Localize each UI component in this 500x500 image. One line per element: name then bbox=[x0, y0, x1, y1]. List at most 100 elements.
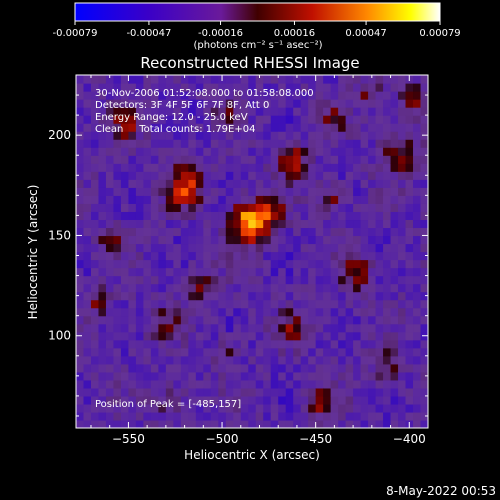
heatmap-cell bbox=[98, 147, 107, 156]
heatmap-cell bbox=[270, 179, 279, 188]
heatmap-cell bbox=[233, 123, 242, 132]
heatmap-cell bbox=[76, 259, 85, 269]
heatmap-cell bbox=[120, 387, 130, 397]
heatmap-cell bbox=[143, 251, 152, 261]
heatmap-cell bbox=[83, 123, 92, 132]
heatmap-cell bbox=[308, 331, 317, 341]
heatmap-cell bbox=[150, 363, 159, 373]
heatmap-cell bbox=[383, 227, 392, 237]
heatmap-cell bbox=[315, 379, 324, 389]
heatmap-cell bbox=[158, 187, 167, 196]
heatmap-cell bbox=[120, 227, 130, 237]
heatmap-cell bbox=[210, 395, 219, 405]
heatmap-cell bbox=[278, 179, 287, 188]
heatmap-cell bbox=[240, 283, 249, 293]
heatmap-cell bbox=[270, 275, 279, 285]
heatmap-cell bbox=[248, 355, 257, 365]
heatmap-cell bbox=[128, 299, 137, 309]
heatmap-cell bbox=[405, 363, 414, 373]
heatmap-cell bbox=[375, 379, 384, 389]
heatmap-cell bbox=[338, 163, 347, 172]
heatmap-cell bbox=[105, 83, 115, 92]
heatmap-cell bbox=[285, 371, 294, 381]
heatmap-cell bbox=[105, 75, 115, 84]
heatmap-cell bbox=[98, 107, 107, 116]
heatmap-cell bbox=[135, 139, 144, 148]
heatmap-cell bbox=[375, 267, 384, 277]
heatmap-cell bbox=[323, 267, 332, 277]
heatmap-cell bbox=[353, 307, 362, 317]
heatmap-cell bbox=[233, 91, 242, 100]
heatmap-cell bbox=[383, 275, 392, 285]
heatmap-cell bbox=[345, 379, 354, 389]
heatmap-cell bbox=[255, 355, 264, 365]
heatmap-cell bbox=[120, 235, 130, 245]
heatmap-cell bbox=[98, 195, 107, 204]
heatmap-cell bbox=[180, 83, 189, 92]
heatmap-cell bbox=[150, 259, 159, 269]
heatmap-cell bbox=[405, 123, 414, 132]
heatmap-cell bbox=[323, 379, 332, 389]
heatmap-cell bbox=[383, 139, 392, 148]
heatmap-cell bbox=[353, 363, 362, 373]
heatmap-cell bbox=[188, 347, 197, 357]
heatmap-cell bbox=[120, 91, 130, 100]
heatmap-cell bbox=[158, 403, 167, 413]
heatmap-cell bbox=[278, 243, 287, 253]
heatmap-cell bbox=[173, 323, 182, 333]
heatmap-cell bbox=[308, 355, 317, 365]
heatmap-cell bbox=[360, 251, 369, 261]
heatmap-cell bbox=[83, 99, 92, 108]
heatmap-cell bbox=[255, 115, 264, 124]
heatmap-cell bbox=[173, 275, 182, 285]
heatmap-cell bbox=[90, 395, 100, 405]
heatmap-cell bbox=[158, 123, 167, 132]
heatmap-cell bbox=[83, 83, 92, 92]
heatmap-cell bbox=[263, 419, 272, 428]
heatmap-cell bbox=[308, 347, 317, 357]
heatmap-cell bbox=[368, 99, 377, 108]
heatmap-cell bbox=[353, 91, 362, 100]
heatmap-cell bbox=[285, 243, 294, 253]
heatmap-cell bbox=[105, 283, 115, 293]
heatmap-cell bbox=[263, 179, 272, 188]
heatmap-cell bbox=[248, 419, 257, 428]
heatmap-cell bbox=[188, 107, 197, 116]
heatmap-cell bbox=[98, 227, 107, 237]
heatmap-cell bbox=[225, 395, 234, 405]
heatmap-cell bbox=[90, 379, 100, 389]
heatmap-cell bbox=[188, 323, 197, 333]
heatmap-cell bbox=[413, 339, 422, 349]
heatmap-cell bbox=[330, 387, 339, 397]
heatmap-cell bbox=[368, 123, 377, 132]
heatmap-cell bbox=[143, 227, 152, 237]
heatmap-cell bbox=[330, 259, 339, 269]
heatmap-cell bbox=[210, 195, 219, 204]
heatmap-cell bbox=[255, 123, 264, 132]
heatmap-cell bbox=[180, 347, 189, 357]
heatmap-cell bbox=[285, 107, 294, 116]
heatmap-cell bbox=[233, 195, 242, 204]
heatmap-cell bbox=[225, 323, 234, 333]
heatmap-cell bbox=[180, 219, 189, 229]
heatmap-cell bbox=[158, 179, 167, 188]
heatmap-cell bbox=[420, 187, 428, 196]
heatmap-cell bbox=[195, 147, 204, 156]
heatmap-cell bbox=[383, 291, 392, 301]
heatmap-cell bbox=[173, 107, 182, 116]
heatmap-cell bbox=[188, 251, 197, 261]
heatmap-cell bbox=[278, 379, 287, 389]
heatmap-cell bbox=[398, 251, 407, 261]
heatmap-cell bbox=[98, 315, 107, 325]
heatmap-cell bbox=[300, 91, 309, 100]
heatmap-cell bbox=[270, 75, 279, 84]
heatmap-cell bbox=[300, 195, 309, 204]
heatmap-cell bbox=[338, 75, 347, 84]
heatmap-cell bbox=[98, 203, 107, 212]
heatmap-cell bbox=[368, 339, 377, 349]
heatmap-cell bbox=[368, 387, 377, 397]
heatmap-cell bbox=[225, 347, 234, 357]
heatmap-cell bbox=[285, 291, 294, 301]
heatmap-cell bbox=[225, 123, 234, 132]
heatmap-cell bbox=[83, 107, 92, 116]
